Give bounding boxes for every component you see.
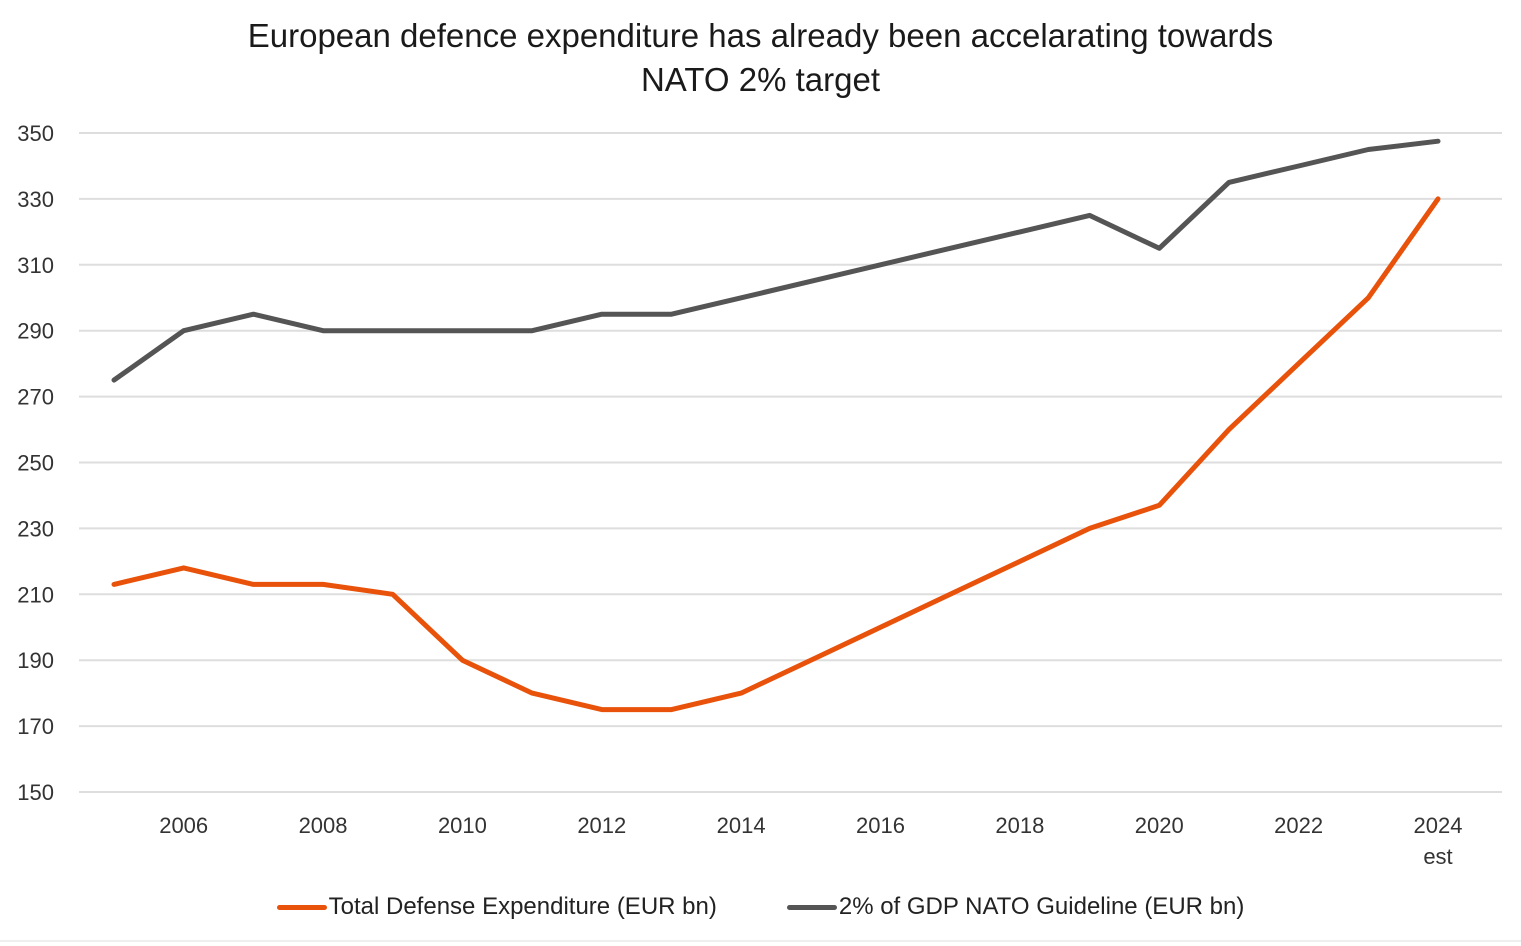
y-tick-label: 230 bbox=[17, 516, 54, 541]
x-tick-label: 2018 bbox=[995, 813, 1044, 838]
x-axis: 2006 2008 2010 2012 2014 2016 2018 2020 2022 2024… bbox=[159, 813, 1462, 869]
legend-label: Total Defense Expenditure (EUR bn) bbox=[328, 893, 717, 920]
x-tick-sublabel: est bbox=[1423, 844, 1452, 869]
legend-label: 2% of GDP NATO Guideline (EUR bn) bbox=[838, 893, 1245, 920]
x-tick-label: 2024 bbox=[1414, 813, 1463, 838]
x-tick-label: 2022 bbox=[1274, 813, 1323, 838]
chart-title-line-1: European defence expenditure has already… bbox=[247, 17, 1274, 54]
y-tick-label: 190 bbox=[17, 648, 54, 673]
series-line-nato-guideline bbox=[111, 138, 1441, 383]
legend: Total Defense Expenditure (EUR bn) 2% of… bbox=[0, 893, 1521, 921]
bottom-divider bbox=[0, 940, 1521, 942]
y-axis: 150 170 190 210 230 250 270 290 310 330 350 bbox=[17, 121, 54, 805]
x-tick-label: 2006 bbox=[159, 813, 208, 838]
series-lines bbox=[111, 138, 1441, 713]
y-tick-label: 350 bbox=[17, 121, 54, 146]
chart-title-line-2: NATO 2% target bbox=[640, 61, 881, 98]
y-tick-label: 330 bbox=[17, 187, 54, 212]
gridlines bbox=[79, 132, 1502, 793]
y-tick-label: 170 bbox=[17, 714, 54, 739]
legend-item-total-defense[interactable]: Total Defense Expenditure (EUR bn) bbox=[276, 893, 717, 921]
y-tick-label: 270 bbox=[17, 385, 54, 410]
legend-swatch-orange bbox=[276, 904, 327, 910]
legend-swatch-gray bbox=[786, 904, 837, 910]
x-tick-label: 2008 bbox=[299, 813, 348, 838]
chart-title: European defence expenditure has already… bbox=[0, 14, 1521, 102]
y-tick-label: 310 bbox=[17, 253, 54, 278]
x-tick-label: 2012 bbox=[577, 813, 626, 838]
y-tick-label: 210 bbox=[17, 582, 54, 607]
legend-item-nato-guideline[interactable]: 2% of GDP NATO Guideline (EUR bn) bbox=[786, 893, 1245, 921]
x-tick-label: 2010 bbox=[438, 813, 487, 838]
x-tick-label: 2016 bbox=[856, 813, 905, 838]
y-tick-label: 250 bbox=[17, 451, 54, 476]
y-tick-label: 290 bbox=[17, 319, 54, 344]
y-tick-label: 150 bbox=[17, 780, 54, 805]
series-line-total-defense bbox=[111, 196, 1441, 713]
x-tick-label: 2014 bbox=[717, 813, 766, 838]
x-tick-label: 2020 bbox=[1135, 813, 1184, 838]
